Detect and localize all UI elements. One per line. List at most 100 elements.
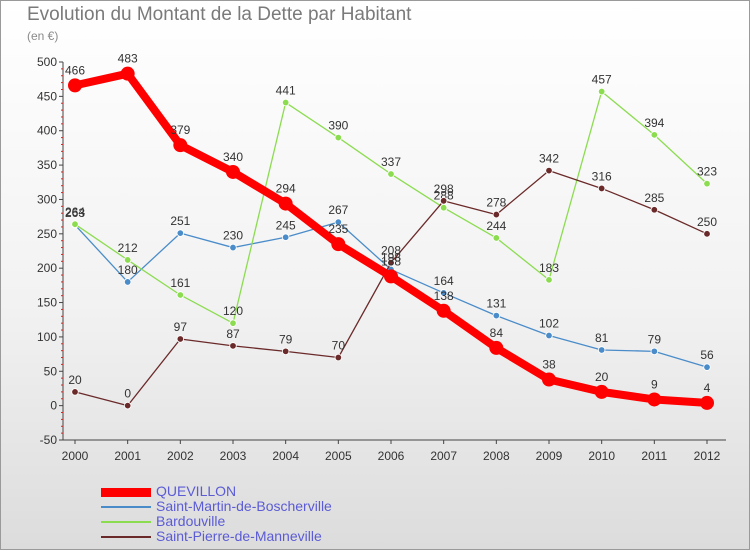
x-tick-label: 2008 [483, 449, 510, 463]
legend-label: Saint-Pierre-de-Manneville [156, 528, 322, 544]
data-label: 56 [700, 348, 714, 362]
legend-label: QUEVILLON [156, 483, 237, 499]
data-point [597, 346, 606, 354]
y-tick-label: 0 [50, 399, 57, 413]
data-point [492, 311, 501, 320]
data-label: 263 [65, 206, 85, 220]
data-label: 20 [595, 370, 609, 384]
y-tick-label: 500 [37, 55, 57, 69]
data-point [123, 256, 132, 264]
legend-swatch [101, 506, 151, 508]
data-point [492, 210, 501, 219]
legend-swatch [101, 536, 151, 538]
data-point [278, 196, 293, 211]
data-point [439, 289, 448, 297]
data-label: 138 [434, 289, 454, 303]
data-label: 294 [276, 182, 296, 196]
data-label: 180 [118, 263, 138, 277]
data-label: 188 [381, 254, 401, 268]
data-label: 390 [328, 119, 348, 133]
x-tick-label: 2012 [694, 449, 721, 463]
data-label: 161 [170, 276, 190, 290]
data-label: 288 [434, 189, 454, 203]
x-tick-label: 2003 [220, 449, 247, 463]
data-point [387, 258, 395, 267]
data-label: 208 [381, 244, 401, 258]
data-label: 235 [328, 222, 348, 236]
data-label: 102 [539, 317, 559, 331]
data-point [545, 166, 553, 175]
data-point [489, 340, 504, 355]
data-label: 84 [490, 326, 504, 340]
data-point [545, 276, 553, 284]
data-label: 337 [381, 155, 401, 169]
data-point [597, 87, 606, 96]
data-point [229, 243, 237, 252]
data-label: 9 [651, 377, 658, 391]
x-tick-label: 2011 [641, 449, 667, 463]
data-label: 394 [644, 116, 664, 130]
data-point [71, 388, 79, 396]
x-tick-label: 2007 [430, 449, 457, 463]
data-label: 131 [486, 297, 506, 311]
data-point [173, 138, 188, 153]
legend-label: Bardouville [156, 513, 226, 529]
y-tick-label: 350 [37, 158, 57, 172]
y-tick-label: 150 [37, 296, 57, 310]
data-point [334, 353, 343, 362]
data-point [594, 384, 609, 399]
data-label: 267 [328, 203, 348, 217]
data-point [176, 229, 185, 237]
data-label: 120 [223, 304, 243, 318]
data-point [439, 204, 448, 212]
data-point [334, 133, 343, 142]
data-label: 250 [697, 215, 717, 229]
data-point [436, 303, 451, 318]
data-label: 79 [279, 332, 293, 346]
data-point [71, 220, 79, 228]
data-label: 285 [644, 191, 664, 205]
y-tick-label: 300 [37, 192, 57, 206]
data-point [226, 164, 240, 179]
x-tick-label: 2009 [536, 449, 563, 463]
data-point [334, 218, 343, 226]
data-point [281, 347, 290, 356]
data-point [387, 170, 395, 178]
data-point [281, 233, 290, 241]
data-point [700, 395, 714, 410]
data-label: 278 [486, 196, 506, 210]
data-label: 81 [595, 331, 609, 345]
data-point [229, 342, 237, 350]
data-point [176, 335, 185, 343]
data-label: 342 [539, 152, 559, 166]
data-label: 38 [542, 358, 556, 372]
data-label: 316 [592, 169, 612, 183]
data-point [703, 179, 711, 188]
y-tick-label: 450 [37, 89, 57, 103]
chart-subtitle: (en €) [27, 29, 59, 43]
data-label: 70 [332, 339, 346, 353]
data-point [650, 131, 659, 139]
data-label: 244 [486, 219, 506, 233]
x-tick-label: 2010 [588, 449, 615, 463]
y-tick-label: 400 [37, 124, 57, 138]
data-label: 264 [65, 205, 85, 219]
data-point [703, 363, 711, 371]
data-label: 340 [223, 150, 243, 164]
data-point [650, 347, 659, 356]
data-point [120, 66, 135, 81]
data-label: 483 [118, 52, 138, 66]
x-tick-label: 2002 [167, 449, 194, 463]
data-point [229, 319, 237, 327]
chart-title: Evolution du Montant de la Dette par Hab… [27, 4, 412, 25]
data-point [123, 278, 132, 286]
data-label: 251 [170, 214, 190, 228]
data-label: 97 [174, 320, 188, 334]
data-label: 79 [648, 332, 662, 346]
data-label: 20 [68, 373, 82, 387]
legend-swatch [101, 488, 151, 497]
data-point [650, 206, 659, 214]
data-label: 212 [118, 241, 138, 255]
